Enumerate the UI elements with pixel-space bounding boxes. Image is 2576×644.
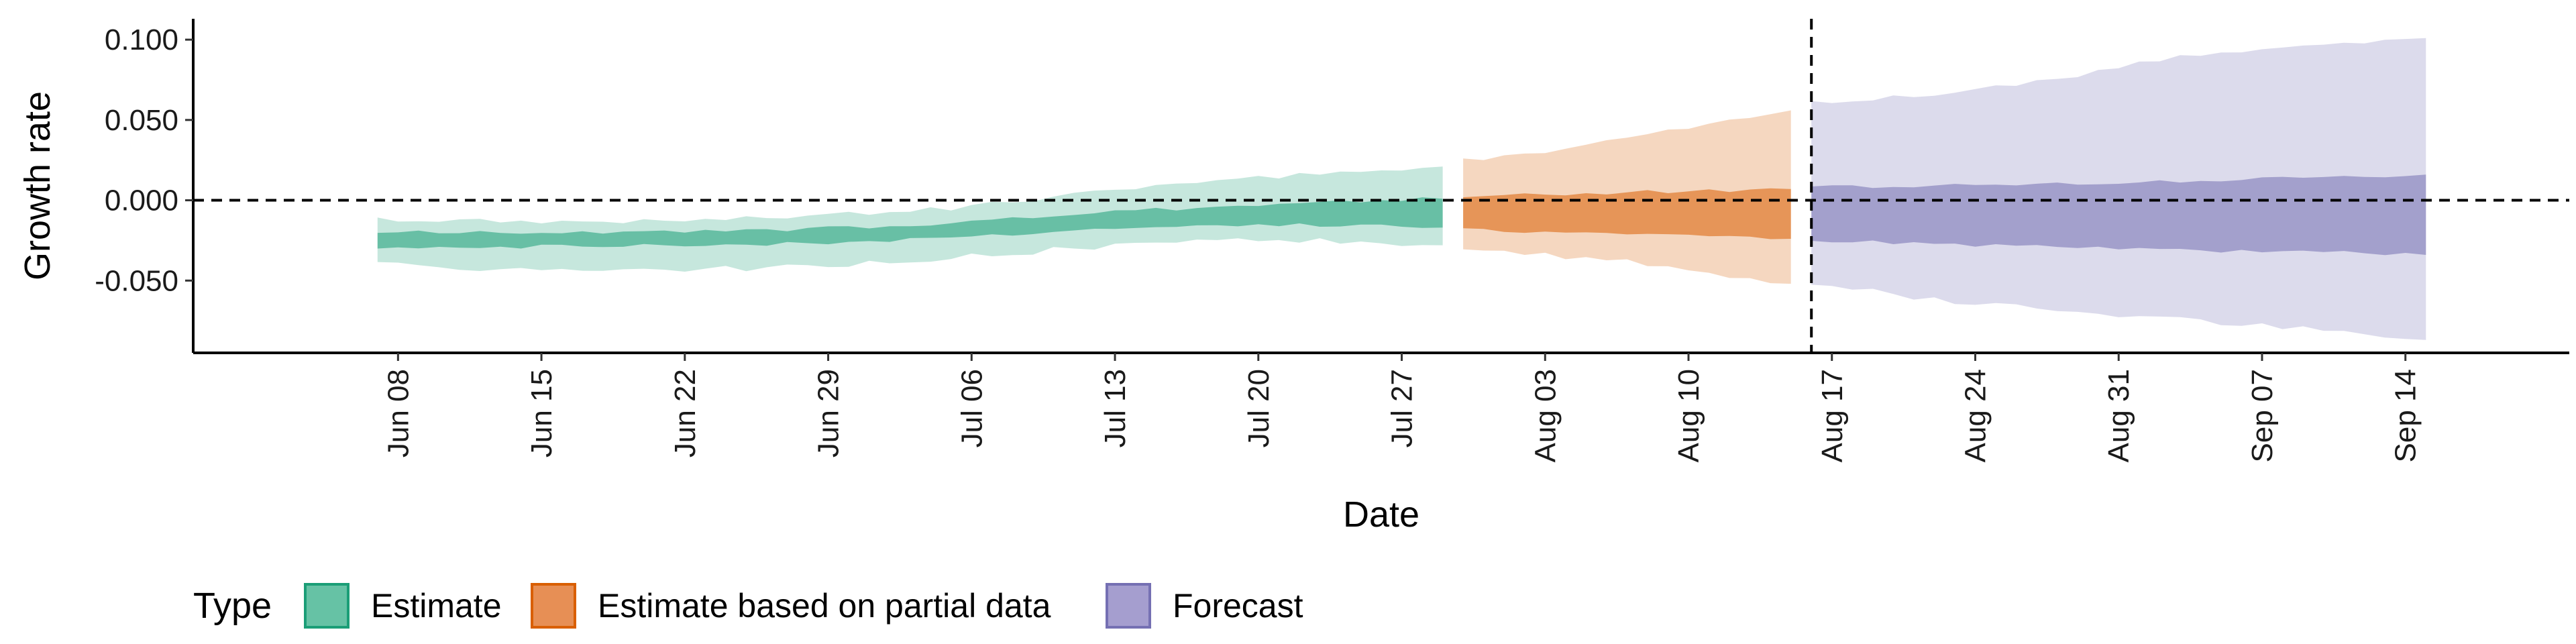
band-outer-estimate (377, 166, 1443, 272)
x-tick-label: Sep 14 (2390, 369, 2422, 462)
y-tick-label: 0.100 (105, 23, 178, 56)
y-tick-label: 0.050 (105, 104, 178, 137)
band-inner-forecast (1811, 174, 2426, 256)
band-inner-estimate (377, 197, 1443, 249)
legend-label-estimate-based-on-partial-data: Estimate based on partial data (598, 587, 1051, 625)
x-tick-label: Jul 20 (1242, 369, 1275, 447)
x-tick-label: Jul 27 (1386, 369, 1419, 447)
legend-key-estimate (304, 583, 350, 629)
x-tick-label: Jun 15 (525, 369, 558, 458)
x-tick-label: Jun 22 (669, 369, 702, 458)
legend-key-estimate-based-on-partial-data (531, 583, 576, 629)
plot-bands (377, 38, 2426, 340)
y-axis-title: Growth rate (17, 91, 58, 280)
legend-label-forecast: Forecast (1173, 587, 1303, 625)
x-tick-label: Jun 08 (382, 369, 415, 458)
band-inner-estimate-based-on-partial-data (1463, 188, 1791, 239)
x-tick-label: Sep 07 (2246, 369, 2279, 462)
y-tick-label: -0.050 (95, 264, 178, 297)
x-tick-label: Jul 13 (1099, 369, 1132, 447)
x-tick-label: Aug 17 (1816, 369, 1849, 462)
x-axis-title: Date (1343, 494, 1419, 535)
x-tick-label: Aug 24 (1960, 369, 1992, 462)
axes: -0.050 0.000 0.050 0.100 Jun 08 Jun 15 Jun 22 J… (17, 19, 2569, 535)
x-tick-label: Jun 29 (812, 369, 845, 458)
reference-lines (193, 19, 2569, 353)
y-tick-label: 0.000 (105, 184, 178, 217)
x-tick-label: Aug 03 (1529, 369, 1562, 462)
legend-key-forecast (1106, 583, 1151, 629)
legend-title: Type (193, 586, 272, 626)
x-tick-label: Aug 10 (1672, 369, 1705, 462)
legend: Type Estimate Estimate based on partial da… (193, 583, 1303, 629)
x-tick-label: Jul 06 (955, 369, 988, 447)
x-tick-label: Aug 31 (2102, 369, 2135, 462)
legend-label-estimate: Estimate (371, 587, 502, 625)
